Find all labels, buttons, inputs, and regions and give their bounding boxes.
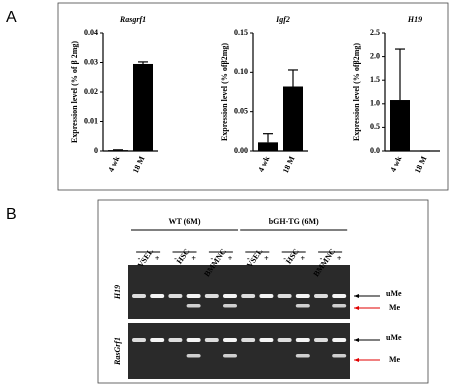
gel-band — [241, 338, 256, 342]
lane-label: HSC — [175, 247, 192, 266]
chart-title: Rasgrf1 — [119, 15, 146, 24]
gel-band — [295, 338, 310, 342]
x-tick-label: 4 wk — [388, 154, 403, 173]
lane-label: HSC — [284, 247, 301, 266]
x-tick-label: 4 wk — [106, 154, 121, 173]
treatment-label: + — [337, 254, 342, 263]
chart-title: Igf2 — [275, 15, 290, 24]
y-tick-label: 2.0 — [370, 51, 380, 60]
y-tick-label: 0.0 — [370, 146, 380, 155]
panel-label: A — [6, 9, 17, 26]
band-label: Me — [389, 355, 401, 364]
group-label: WT (6M) — [168, 217, 200, 226]
treatment-label: + — [155, 254, 160, 263]
arrow-head — [354, 294, 359, 298]
gel-band — [223, 354, 237, 358]
gel-band — [259, 294, 274, 298]
gel-band — [223, 304, 237, 308]
y-tick-label: 0.10 — [234, 67, 248, 76]
gel-band — [259, 338, 274, 342]
arrow-head — [354, 358, 359, 362]
gel-band — [295, 354, 310, 358]
treatment-label: - — [138, 254, 141, 263]
gel-band — [277, 294, 292, 298]
y-tick-label: 0.03 — [84, 57, 98, 66]
gel-band — [150, 294, 165, 298]
gel-band — [168, 294, 183, 298]
treatment-label: - — [320, 254, 323, 263]
y-axis-label: Expression level (% of β 2mg) — [70, 41, 79, 143]
panel-a-frame — [57, 2, 449, 191]
gel-band — [168, 338, 183, 342]
y-axis-label: Expression level (% ofβ2mg) — [220, 43, 229, 141]
treatment-label: - — [283, 254, 286, 263]
chart-title: H19 — [407, 15, 422, 24]
gel-band — [241, 294, 256, 298]
y-axis-label: Expression level (% ofβ2mg) — [352, 43, 361, 141]
gel-band — [314, 294, 328, 298]
x-tick-label: 18 M — [281, 154, 297, 174]
y-tick-label: 0.02 — [84, 87, 98, 96]
gel-band — [186, 294, 201, 298]
gel-band — [132, 338, 146, 342]
gel-band — [186, 338, 201, 342]
gel — [128, 323, 350, 379]
x-tick-label: 4 wk — [256, 154, 271, 173]
band-label: uMe — [386, 289, 402, 298]
y-tick-label: 0 — [94, 146, 98, 155]
gel-band — [295, 304, 310, 308]
y-tick-label: 0.5 — [370, 122, 380, 131]
bar — [133, 63, 153, 151]
gel-band — [204, 338, 219, 342]
treatment-label: - — [174, 254, 177, 263]
bar — [390, 100, 410, 151]
gel-band — [314, 338, 328, 342]
band-label: uMe — [386, 333, 402, 342]
treatment-label: + — [228, 254, 233, 263]
gel-label: H19 — [113, 285, 122, 300]
y-tick-label: 0.01 — [84, 116, 98, 125]
treatment-label: - — [210, 254, 213, 263]
y-tick-label: 0.04 — [84, 28, 98, 37]
gel-label: RasGrf1 — [113, 337, 122, 366]
gel-band — [277, 338, 292, 342]
y-tick-label: 0.05 — [234, 106, 248, 115]
gel-band — [204, 294, 219, 298]
gel-band — [223, 294, 237, 298]
x-tick-label: 18 M — [131, 154, 147, 174]
gel-band — [332, 354, 347, 358]
gel-band — [132, 294, 146, 298]
treatment-label: + — [264, 254, 269, 263]
bar — [283, 86, 303, 151]
panel-b-frame — [97, 199, 429, 384]
gel-band — [186, 354, 201, 358]
gel-band — [186, 304, 201, 308]
y-tick-label: 2.5 — [370, 28, 380, 37]
arrow-head — [354, 338, 359, 342]
arrow-head — [354, 306, 359, 310]
gel-band — [332, 304, 347, 308]
treatment-label: + — [301, 254, 306, 263]
y-tick-label: 0.00 — [234, 146, 248, 155]
treatment-label: + — [191, 254, 196, 263]
y-tick-label: 0.15 — [234, 28, 248, 37]
gel-band — [223, 338, 237, 342]
bar — [108, 150, 128, 151]
gel-band — [332, 294, 347, 298]
group-label: bGH-TG (6M) — [269, 217, 319, 226]
y-tick-label: 1.5 — [370, 75, 380, 84]
gel-band — [332, 338, 347, 342]
gel — [128, 265, 350, 319]
x-tick-label: 18 M — [413, 154, 429, 174]
bar — [258, 142, 278, 151]
band-label: Me — [389, 303, 401, 312]
treatment-label: - — [247, 254, 250, 263]
gel-band — [150, 338, 165, 342]
y-tick-label: 1.0 — [370, 99, 380, 108]
gel-band — [295, 294, 310, 298]
panel-label: B — [6, 206, 17, 223]
